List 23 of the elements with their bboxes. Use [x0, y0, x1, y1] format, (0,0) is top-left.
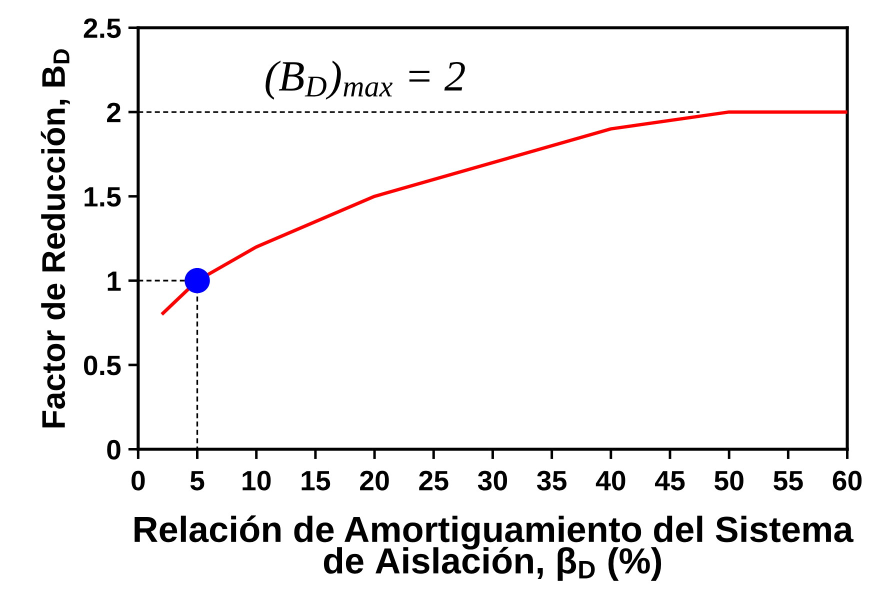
- y-axis-title: Factor de Reducción, B$_{D}$: [40, 49, 70, 428]
- x-tick-label: 15: [302, 471, 330, 490]
- x-tick-label: 40: [596, 470, 626, 490]
- y-tick-label: 2.5: [84, 18, 121, 38]
- x-tick-label: 55: [774, 471, 803, 490]
- y-tick-label: 1.5: [84, 187, 121, 207]
- annotation: (B$_{D}$)$_{max}$ = 2: [266, 60, 465, 100]
- y-tick-label: 0: [107, 440, 120, 460]
- y-tick-label: 1: [108, 272, 121, 291]
- y-tick-label: 2: [107, 102, 120, 122]
- x-tick-label: 10: [242, 470, 271, 490]
- x-tick-label: 35: [537, 470, 566, 491]
- line-series: [160, 110, 849, 316]
- x-tick-label: 5: [190, 471, 204, 490]
- x-axis-title: Relación de Amortiguamiento del Sistema de Aislación, β$_{D}$ (%): [134, 515, 854, 581]
- x-tick-label: 60: [832, 470, 862, 490]
- x-tick-label: 30: [478, 470, 508, 491]
- x-tick-label: 50: [714, 470, 744, 490]
- x-tick-label: 20: [360, 470, 389, 490]
- x-tick-label: 25: [419, 470, 448, 490]
- x-tick-label: 0: [132, 470, 145, 490]
- x-tick-label: 45: [654, 471, 685, 490]
- y-tick-label: 0.5: [84, 356, 121, 376]
